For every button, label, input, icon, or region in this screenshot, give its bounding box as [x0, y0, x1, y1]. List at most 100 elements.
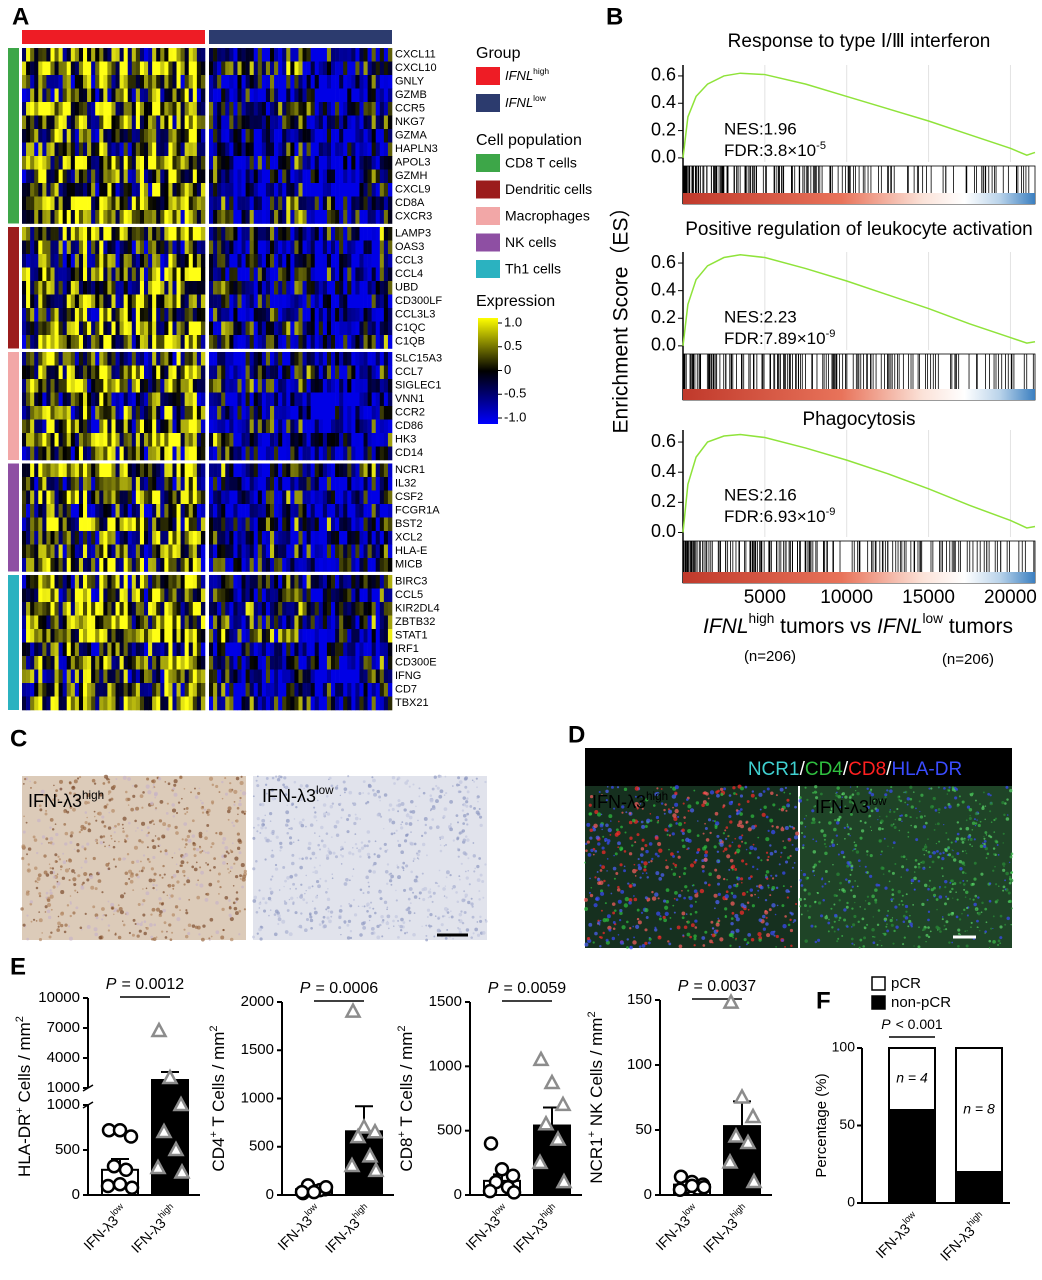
heatmap-cell	[343, 210, 348, 224]
heatmap-cell	[286, 196, 291, 211]
heatmap-cell	[123, 227, 129, 241]
heatmap-cell	[144, 544, 149, 559]
heatmap-cell	[62, 669, 68, 684]
heatmap-cell	[387, 267, 393, 282]
heatmap-cell	[229, 102, 234, 116]
heatmap-cell	[335, 294, 340, 309]
heatmap-cell	[176, 490, 181, 505]
heatmap-cell	[209, 88, 214, 103]
heatmap-cell	[135, 75, 141, 89]
heatmap-cell	[74, 196, 80, 211]
heatmap-cell	[58, 267, 63, 282]
heatmap-cell	[322, 419, 328, 434]
gene-label: NKG7	[395, 116, 425, 128]
heatmap-cell	[148, 446, 153, 461]
heatmap-cell	[42, 392, 47, 407]
heatmap-cell	[290, 267, 295, 282]
heatmap-cell	[274, 75, 279, 89]
heatmap-cell	[115, 240, 120, 255]
heatmap-cell	[339, 88, 344, 103]
heatmap-cell	[245, 696, 250, 711]
heatmap-cell	[200, 183, 206, 197]
heatmap-cell	[326, 517, 332, 532]
heatmap-cell	[245, 129, 250, 143]
heatmap-cell	[26, 588, 31, 603]
heatmap-cell	[209, 419, 214, 434]
heatmap-cell	[160, 48, 165, 62]
heatmap-cell	[103, 517, 108, 532]
heatmap-cell	[331, 558, 336, 572]
heatmap-cell	[160, 281, 165, 295]
heatmap-cell	[298, 196, 303, 211]
heatmap-cell	[164, 352, 169, 366]
heatmap-cell	[74, 365, 80, 380]
heatmap-cell	[351, 88, 356, 103]
heatmap-cell	[180, 433, 185, 447]
heatmap-cell	[74, 602, 80, 616]
heatmap-cell	[172, 227, 177, 241]
heatmap-cell	[290, 281, 295, 295]
heatmap-cell	[241, 210, 246, 224]
heatmap-cell	[115, 517, 120, 532]
heatmap-cell	[123, 156, 129, 170]
heatmap-cell	[379, 88, 385, 103]
heatmap-cell	[111, 477, 116, 491]
heatmap-cell	[335, 267, 340, 282]
heatmap-cell	[156, 517, 161, 532]
heatmap-cell	[253, 419, 259, 434]
plot-title: Positive regulation of leukocyte activat…	[685, 219, 1033, 240]
heatmap-cell	[363, 629, 368, 643]
heatmap-cell	[326, 61, 332, 76]
heatmap-cell	[237, 169, 242, 184]
heatmap-cell	[363, 196, 368, 211]
gene-label: CD7	[395, 684, 417, 696]
heatmap-cell	[62, 75, 68, 89]
heatmap-cell	[30, 267, 35, 282]
heatmap-cell	[343, 446, 348, 461]
heatmap-cell	[363, 210, 368, 224]
heatmap-cell	[387, 490, 393, 505]
heatmap-cell	[184, 169, 190, 184]
heatmap-cell	[213, 642, 218, 657]
heatmap-cell	[156, 61, 161, 76]
heatmap-cell	[78, 75, 84, 89]
heatmap-cell	[139, 544, 145, 559]
heatmap-cell	[347, 61, 352, 76]
heatmap-cell	[30, 463, 35, 478]
heatmap-cell	[148, 419, 153, 434]
heatmap-cell	[351, 379, 356, 393]
heatmap-cell	[249, 544, 255, 559]
heatmap-cell	[115, 490, 120, 505]
heatmap-cell	[314, 294, 320, 309]
heatmap-cell	[278, 61, 283, 76]
heatmap-cell	[371, 544, 377, 559]
heatmap-cell	[66, 379, 72, 393]
heatmap-cell	[233, 61, 238, 76]
legend-label-part: low	[533, 93, 547, 103]
heatmap-cell	[310, 669, 316, 684]
y-tick-label: 0.2	[651, 307, 676, 327]
heatmap-cell	[379, 531, 385, 545]
heatmap-cell	[83, 433, 88, 447]
heatmap-cell	[221, 240, 226, 255]
heatmap-cell	[261, 669, 267, 684]
heatmap-cell	[160, 169, 165, 184]
heatmap-cell	[253, 490, 259, 505]
heatmap-cell	[184, 642, 190, 657]
heatmap-cell	[343, 544, 348, 559]
heatmap-cell	[50, 656, 55, 670]
heatmap-cell	[62, 419, 68, 434]
heatmap-cell	[249, 379, 255, 393]
heatmap-cell	[164, 254, 169, 268]
heatmap-cell	[26, 308, 31, 322]
heatmap-cell	[322, 115, 328, 130]
heatmap-cell	[135, 142, 141, 157]
heatmap-cell	[123, 196, 129, 211]
gene-label: CD300E	[395, 657, 437, 669]
heatmap-cell	[233, 169, 238, 184]
heatmap-cell	[322, 102, 328, 116]
heatmap-cell	[245, 227, 250, 241]
heatmap-cell	[225, 615, 230, 630]
heatmap-cell	[339, 294, 344, 309]
heatmap-cell	[184, 696, 190, 711]
